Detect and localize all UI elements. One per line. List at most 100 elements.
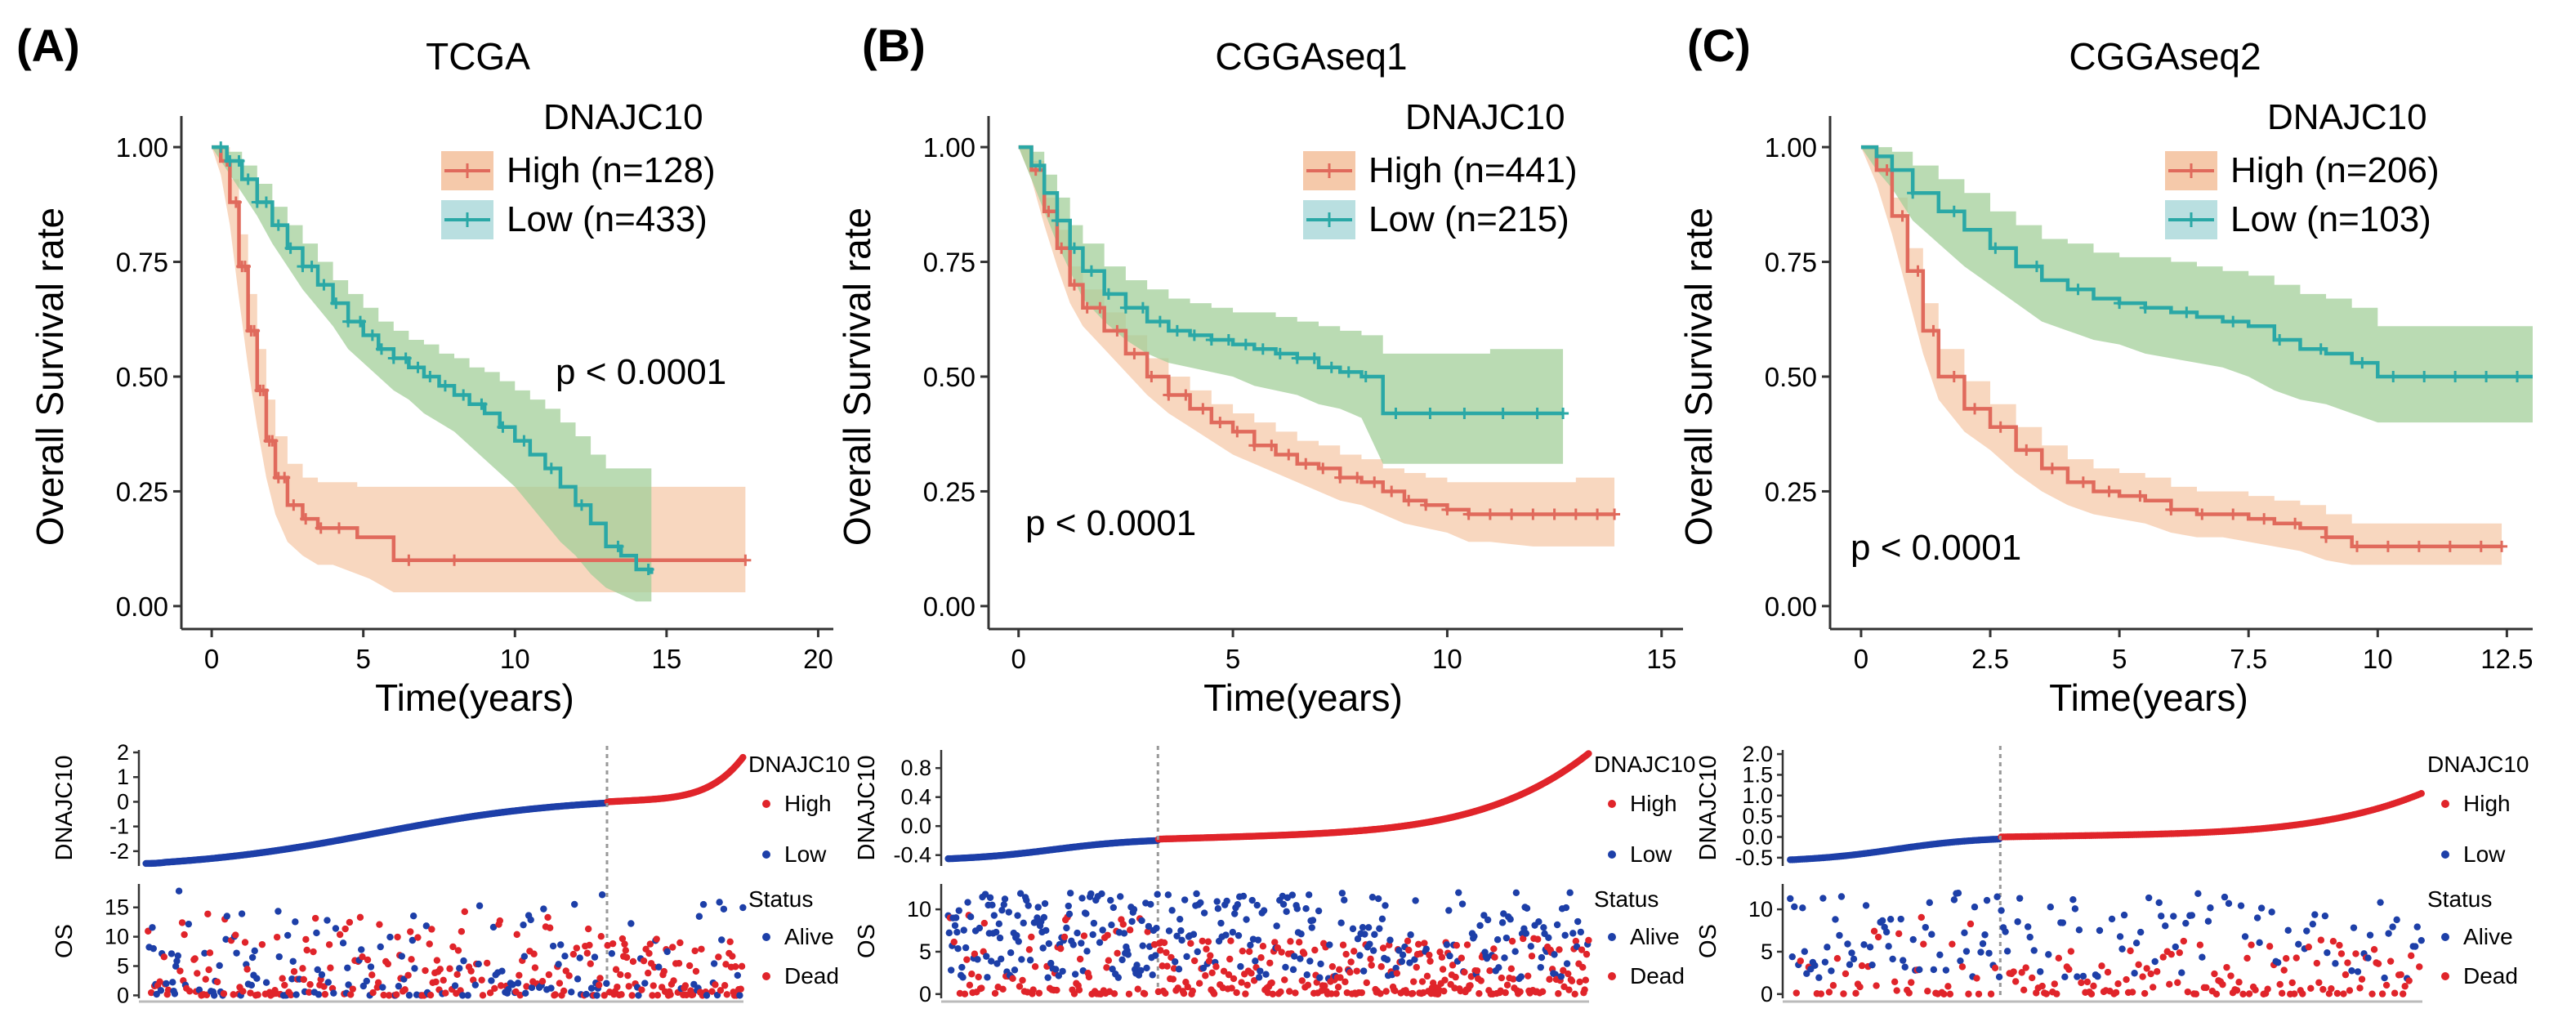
status-point-alive xyxy=(275,953,283,961)
status-point-alive xyxy=(1293,905,1301,913)
status-point-alive xyxy=(520,953,529,960)
status-point-dead xyxy=(595,981,603,989)
status-point-dead xyxy=(2180,937,2188,945)
status-point-dead xyxy=(2288,979,2296,987)
status-point-dead xyxy=(1576,978,1583,986)
status-point-dead xyxy=(1856,983,1864,991)
status-point-dead xyxy=(2127,947,2134,955)
status-point-dead xyxy=(538,977,547,985)
status-point-alive xyxy=(1020,919,1027,927)
status-point-dead xyxy=(621,940,628,948)
status-point-alive xyxy=(1107,896,1114,904)
confidence-band-high xyxy=(1860,147,2502,565)
status-point-alive xyxy=(591,953,599,961)
status-point-dead xyxy=(2011,978,2020,985)
status-point-dead xyxy=(1426,957,1434,965)
status-point-dead xyxy=(625,983,632,990)
status-point-alive xyxy=(1522,930,1530,937)
status-point-dead xyxy=(569,950,578,958)
status-point-dead xyxy=(1905,989,1913,997)
status-point-alive xyxy=(1059,967,1066,975)
status-point-dead xyxy=(1973,975,1980,982)
status-point-alive xyxy=(275,908,282,915)
status-point-dead xyxy=(2123,975,2130,984)
censor-mark xyxy=(1458,407,1471,419)
status-point-dead xyxy=(612,966,620,973)
status-point-dead xyxy=(1212,963,1220,971)
status-point-alive xyxy=(458,992,467,999)
status-point-dead xyxy=(2227,972,2234,980)
status-point-dead xyxy=(2278,989,2286,997)
status-point-dead xyxy=(1271,939,1279,946)
status-point-alive xyxy=(1354,935,1362,943)
status-point-alive xyxy=(1399,951,1407,959)
status-point-alive xyxy=(157,987,165,994)
censor-mark xyxy=(1317,462,1329,475)
status-point-dead xyxy=(646,940,654,948)
status-point-dead xyxy=(1300,950,1308,957)
status-point-alive xyxy=(1133,962,1141,969)
status-point-dead xyxy=(1029,986,1037,993)
status-point-dead xyxy=(565,972,573,980)
status-plot: 0 5 10 15 OS Status Alive Dead xyxy=(51,884,839,1007)
censor-mark xyxy=(333,522,346,534)
status-point-dead xyxy=(1556,946,1563,953)
y-tick-label: 0.75 xyxy=(116,248,168,278)
censor-mark xyxy=(1291,352,1303,364)
legend-item-high: High (n=128) xyxy=(507,150,716,190)
status-point-alive xyxy=(1069,941,1077,948)
status-point-alive xyxy=(2324,948,2331,957)
status-point-alive xyxy=(1214,905,1222,913)
status-point-alive xyxy=(2074,973,2081,980)
status-point-alive xyxy=(1500,910,1507,917)
risk-y-tick-label: 0.4 xyxy=(900,785,931,810)
status-point-alive xyxy=(2016,895,2024,902)
censor-mark xyxy=(330,297,342,310)
x-tick-label: 15 xyxy=(652,644,682,674)
confidence-band-low xyxy=(1018,147,1564,464)
status-point-dead xyxy=(1076,955,1084,963)
censor-mark xyxy=(387,352,400,364)
status-point-dead xyxy=(1377,963,1385,971)
status-point-dead xyxy=(428,926,435,933)
status-point-dead xyxy=(950,938,958,946)
risk-legend-dot xyxy=(762,850,770,859)
status-point-alive xyxy=(1147,900,1154,908)
status-point-alive xyxy=(1476,922,1484,930)
status-point-alive xyxy=(1392,964,1400,972)
status-point-dead xyxy=(2283,955,2290,962)
status-point-dead xyxy=(712,981,719,989)
status-point-dead xyxy=(1797,957,1804,965)
status-point-dead xyxy=(1463,941,1471,948)
status-point-alive xyxy=(1044,974,1051,981)
status-point-dead xyxy=(1195,980,1203,987)
status-point-alive xyxy=(1013,931,1020,939)
status-point-alive xyxy=(1382,902,1389,909)
status-point-dead xyxy=(1409,989,1417,997)
status-point-alive xyxy=(2182,919,2190,927)
status-point-alive xyxy=(1862,902,1870,909)
panel-title: TCGA xyxy=(426,35,530,78)
censor-mark xyxy=(2030,261,2042,273)
status-point-alive xyxy=(1359,923,1367,931)
censor-mark xyxy=(1085,265,1097,277)
status-point-alive xyxy=(1821,958,1829,966)
status-point-dead xyxy=(2065,966,2073,973)
status-point-alive xyxy=(583,990,590,998)
status-point-dead xyxy=(1277,988,1284,996)
risk-y-tick-label: 1 xyxy=(117,765,129,789)
status-point-alive xyxy=(314,966,321,974)
status-point-dead xyxy=(1453,941,1461,949)
status-point-dead xyxy=(346,991,355,998)
status-point-dead xyxy=(653,935,660,943)
status-point-dead xyxy=(1238,979,1245,986)
status-point-alive xyxy=(2172,943,2179,951)
status-plot: 0 5 10 OS Status Alive Dead xyxy=(854,884,1685,1006)
status-point-alive xyxy=(1545,934,1552,941)
status-point-dead xyxy=(2239,990,2247,997)
risk-legend-item: Low xyxy=(2463,841,2506,867)
censor-mark xyxy=(2480,371,2493,382)
status-point-dead xyxy=(513,931,520,939)
censor-mark xyxy=(1136,301,1149,314)
